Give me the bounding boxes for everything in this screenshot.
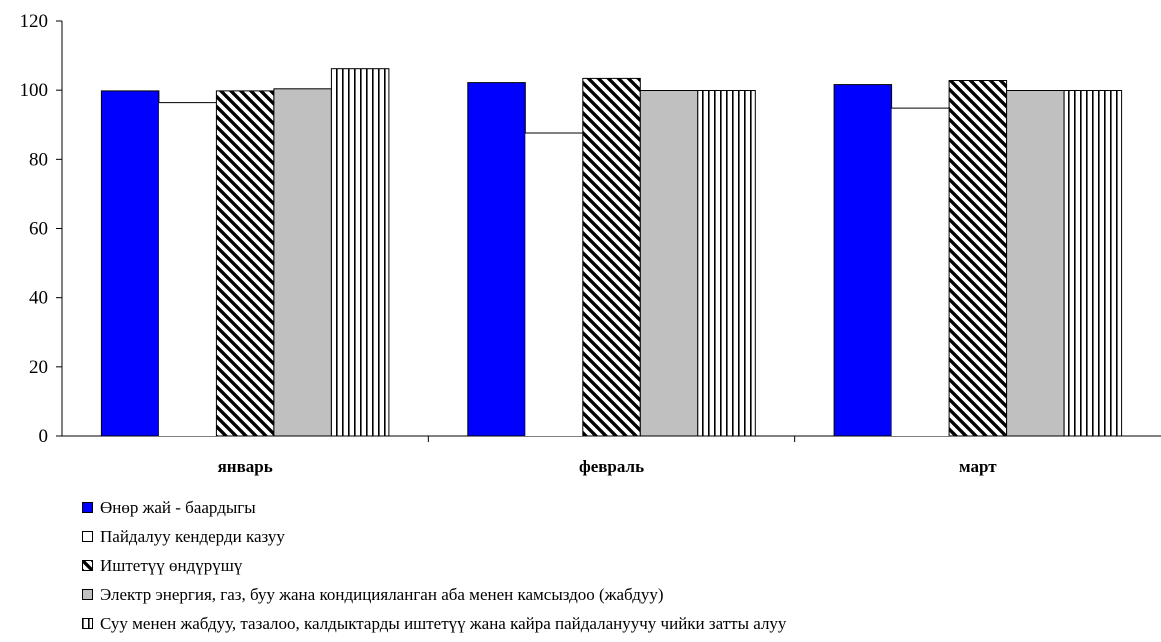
bar	[833, 84, 893, 437]
legend-item: Электр энергия, газ, буу жана кондицияла…	[82, 580, 786, 609]
legend-label: Пайдалуу кендерди казуу	[100, 526, 285, 546]
x-tick-label: январь	[218, 457, 273, 476]
bar	[100, 90, 160, 437]
legend-swatch	[82, 527, 93, 547]
x-tick-label: февраль	[579, 457, 644, 476]
y-tick-label: 0	[39, 426, 49, 447]
bar	[582, 77, 641, 437]
bars	[100, 68, 1123, 437]
legend-label: Иштетүү өндүрүшү	[100, 555, 243, 575]
bar	[1006, 90, 1065, 437]
x-tick-label: март	[959, 457, 997, 476]
bar	[215, 90, 275, 437]
legend-swatch	[82, 585, 93, 605]
y-tick-label: 120	[20, 11, 49, 32]
bar	[158, 102, 217, 436]
y-tick-label: 20	[29, 357, 48, 378]
legend-swatch	[82, 556, 93, 576]
y-tick-label: 80	[29, 149, 48, 170]
bar	[273, 88, 332, 437]
legend-item: Суу менен жабдуу, тазалоо, калдыктарды и…	[82, 609, 786, 638]
bar	[330, 68, 390, 437]
bar	[697, 90, 756, 437]
bar-chart: 0 20 40 60 80 100 120 январь февраль март	[20, 11, 1161, 476]
bar	[1063, 90, 1123, 437]
legend-label: Суу менен жабдуу, тазалоо, калдыктарды и…	[100, 613, 787, 633]
bar	[525, 133, 583, 436]
bar	[467, 82, 526, 437]
bar	[948, 80, 1008, 437]
legend-swatch	[82, 614, 93, 634]
bar	[639, 90, 699, 437]
y-tick-label: 40	[29, 288, 48, 309]
legend-item: Иштетүү өндүрүшү	[82, 551, 786, 580]
legend-item: Пайдалуу кендерди казуу	[82, 522, 786, 551]
bar	[891, 108, 950, 436]
legend-swatch	[82, 498, 93, 518]
y-tick-label: 100	[20, 80, 49, 101]
x-axis: январь февраль март	[62, 435, 1161, 476]
legend-label: Өнөр жай - баардыгы	[100, 497, 256, 517]
legend-item: Өнөр жай - баардыгы	[82, 493, 786, 522]
legend-label: Электр энергия, газ, буу жана кондицияла…	[100, 584, 664, 604]
y-tick-label: 60	[29, 219, 48, 240]
y-axis: 0 20 40 60 80 100 120	[20, 11, 63, 447]
legend: Өнөр жай - баардыгы Пайдалуу кендерди ка…	[82, 493, 786, 638]
